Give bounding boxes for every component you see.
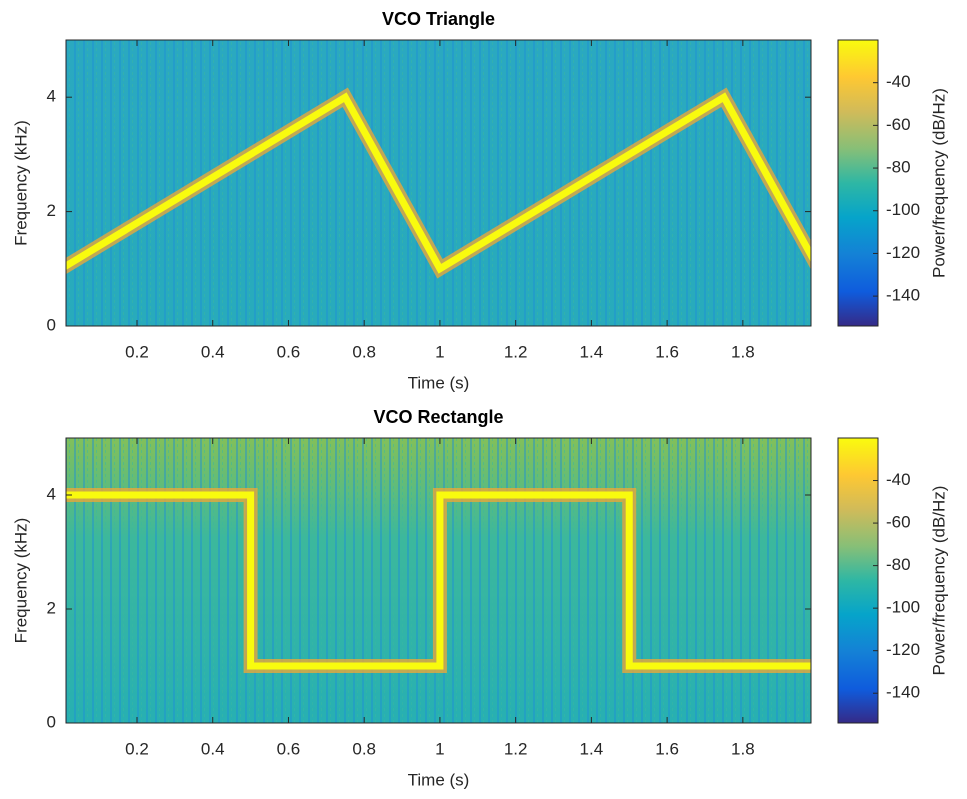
x-tick-label: 1.2 (504, 342, 528, 361)
chart-title: VCO Triangle (382, 9, 495, 29)
colorbar-label: Power/frequency (dB/Hz) (929, 88, 948, 278)
x-tick-label: 1 (435, 739, 444, 758)
x-tick-label: 1.6 (655, 342, 679, 361)
x-tick-label: 0.6 (277, 342, 301, 361)
colorbar (837, 39, 879, 327)
colorbar-tick-label: -120 (886, 640, 920, 659)
colorbar-tick-label: -140 (886, 683, 920, 702)
x-tick-label: 1.2 (504, 739, 528, 758)
colorbar-tick-label: -100 (886, 598, 920, 617)
colorbar-tick-label: -40 (886, 72, 911, 91)
spectrogram-texture (66, 40, 811, 326)
ridge-line (66, 92, 811, 274)
x-tick-label: 1.6 (655, 739, 679, 758)
x-tick-label: 0.8 (352, 739, 376, 758)
ridge-line (66, 491, 811, 670)
colorbar-tick-label: -120 (886, 243, 920, 262)
ridge (66, 488, 811, 673)
x-tick-label: 1.8 (731, 342, 755, 361)
x-tick-label: 0.4 (201, 342, 225, 361)
y-axis-label: Frequency (kHz) (11, 518, 30, 644)
x-tick-label: 0.2 (125, 342, 149, 361)
x-tick-label: 1.4 (580, 739, 604, 758)
colorbar-tick-label: -60 (886, 513, 911, 532)
y-tick-label: 2 (47, 598, 56, 617)
x-tick-label: 0.8 (352, 342, 376, 361)
x-tick-label: 1 (435, 342, 444, 361)
x-tick-label: 0.6 (277, 739, 301, 758)
chart-title: VCO Rectangle (373, 407, 503, 427)
axes-box (65, 437, 812, 724)
colorbar-tick-label: -140 (886, 286, 920, 305)
y-tick-label: 0 (47, 712, 56, 731)
colorbar-tick-label: -80 (886, 555, 911, 574)
x-axis-label: Time (s) (408, 770, 470, 789)
y-axis-label: Frequency (kHz) (11, 120, 30, 246)
x-tick-label: 0.2 (125, 739, 149, 758)
colorbar-tick-label: -100 (886, 200, 920, 219)
colorbar-tick-label: -60 (886, 115, 911, 134)
x-axis-label: Time (s) (408, 373, 470, 392)
colorbar (837, 437, 879, 724)
x-tick-label: 0.4 (201, 739, 225, 758)
ridge (66, 87, 811, 279)
y-tick-label: 4 (47, 484, 56, 503)
colorbar-tick-label: -40 (886, 470, 911, 489)
y-tick-label: 2 (47, 201, 56, 220)
colorbar-tick-label: -80 (886, 158, 911, 177)
axes-box (65, 39, 812, 327)
x-tick-label: 1.4 (580, 342, 604, 361)
colorbar-label: Power/frequency (dB/Hz) (929, 486, 948, 676)
y-tick-label: 0 (47, 315, 56, 334)
y-tick-label: 4 (47, 87, 56, 106)
x-tick-label: 1.8 (731, 739, 755, 758)
